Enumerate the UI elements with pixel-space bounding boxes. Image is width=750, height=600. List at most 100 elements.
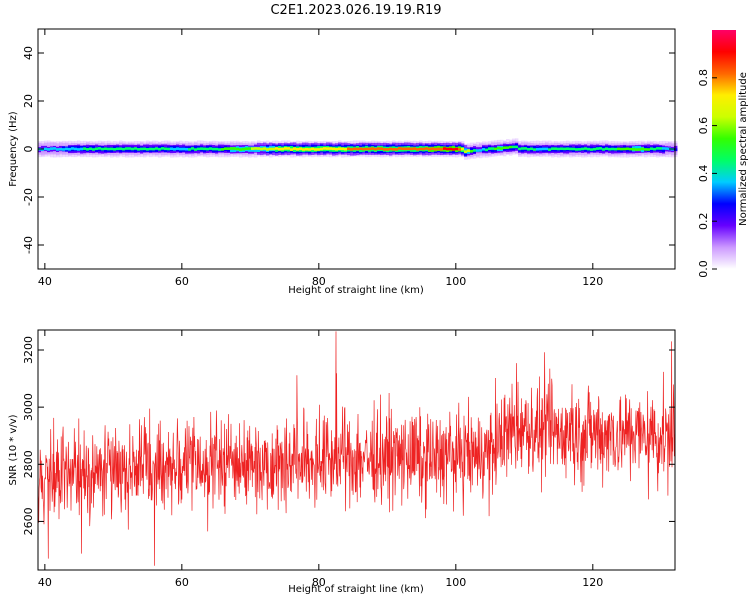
spectrum-cell bbox=[41, 148, 45, 151]
spectrum-cell bbox=[206, 147, 210, 151]
spectrum-cell bbox=[248, 147, 252, 150]
spectrum-cell bbox=[368, 147, 372, 151]
spectrum-cell bbox=[497, 146, 501, 150]
spectrogram-x-axis-label: Height of straight line (km) bbox=[288, 285, 424, 296]
snr-y-axis-label: SNR (10 * v/v) bbox=[8, 414, 19, 485]
spectrum-cell bbox=[209, 147, 213, 150]
spectrum-cell bbox=[506, 146, 510, 149]
y-tick-label: 20 bbox=[22, 94, 35, 108]
spectrum-cell bbox=[176, 147, 180, 150]
spectrum-cell bbox=[89, 147, 93, 151]
spectrum-cell bbox=[86, 148, 90, 151]
spectrum-cell bbox=[593, 147, 597, 151]
x-tick-label: 120 bbox=[582, 275, 603, 288]
spectrum-cell bbox=[161, 147, 165, 150]
spectrum-cell bbox=[461, 147, 465, 151]
x-tick-label: 40 bbox=[38, 576, 52, 589]
spectrum-cell bbox=[608, 147, 612, 151]
y-tick-label: 3000 bbox=[22, 393, 35, 421]
spectrum-cell bbox=[635, 148, 639, 151]
spectrum-cell bbox=[659, 147, 663, 150]
spectrum-cell bbox=[107, 147, 111, 151]
spectrum-cell bbox=[53, 147, 57, 150]
spectrum-cell bbox=[662, 147, 666, 150]
spectrum-cell bbox=[476, 149, 480, 152]
spectrum-cell bbox=[65, 147, 69, 151]
spectrum-cell bbox=[482, 147, 486, 151]
colorbar-tick-label: 0.4 bbox=[697, 165, 710, 183]
spectrum-cell bbox=[440, 147, 444, 151]
y-tick-label: 2800 bbox=[22, 450, 35, 478]
spectrum-cell bbox=[134, 147, 138, 150]
spectrum-cell bbox=[467, 149, 471, 152]
y-tick-label: -20 bbox=[22, 188, 35, 206]
spectrum-cell bbox=[80, 147, 84, 151]
spectrum-cell bbox=[251, 147, 255, 150]
spectrum-cell bbox=[581, 147, 585, 151]
spectrum-cell bbox=[509, 145, 513, 149]
spectrum-cell bbox=[269, 147, 273, 151]
spectrum-cell bbox=[656, 147, 660, 150]
spectrum-cell bbox=[419, 147, 423, 151]
colorbar-tick-label: 0.2 bbox=[697, 212, 710, 230]
figure-title: C2E1.2023.026.19.19.R19 bbox=[270, 3, 441, 18]
spectrum-cell bbox=[353, 147, 357, 151]
spectrum-cell bbox=[665, 147, 669, 150]
spectrum-cell bbox=[326, 147, 330, 150]
spectrum-cell bbox=[647, 148, 651, 151]
x-tick-label: 80 bbox=[312, 576, 326, 589]
spectrum-cell bbox=[164, 147, 168, 151]
spectrum-cell bbox=[563, 147, 567, 151]
snr-x-axis-label: Height of straight line (km) bbox=[288, 584, 424, 595]
spectrum-cell bbox=[422, 147, 426, 151]
spectrum-cell bbox=[518, 147, 522, 151]
spectrum-cell bbox=[290, 148, 294, 151]
spectrum-cell bbox=[191, 147, 195, 150]
spectrum-cell bbox=[203, 147, 207, 151]
spectrum-cell bbox=[215, 147, 219, 151]
spectrum-cell bbox=[560, 147, 564, 150]
spectrum-cell bbox=[296, 148, 300, 151]
spectrum-cell bbox=[152, 147, 156, 151]
spectrum-cell bbox=[488, 147, 492, 150]
spectrum-cell bbox=[116, 147, 120, 151]
spectrogram-y-ticks: -40 -20 0 20 40 bbox=[22, 46, 675, 254]
spectrum-cell bbox=[329, 147, 333, 150]
spectrum-cell bbox=[587, 147, 591, 151]
spectrum-cell bbox=[611, 147, 615, 151]
spectrum-cell bbox=[401, 147, 405, 151]
spectrum-cell bbox=[464, 150, 468, 153]
y-tick-label: 2600 bbox=[22, 507, 35, 535]
spectrum-cell bbox=[494, 147, 498, 151]
spectrum-cell bbox=[374, 147, 378, 151]
spectrogram-panel: 40 60 80 100 120 -40 -20 0 20 40 Height of strai… bbox=[8, 28, 678, 296]
spectrum-cell bbox=[356, 147, 360, 151]
colorbar-tick-label: 0.6 bbox=[697, 117, 710, 135]
spectrum-cell bbox=[473, 149, 477, 152]
spectrum-cell bbox=[599, 147, 603, 150]
spectrum-cell bbox=[146, 148, 150, 151]
spectrum-cell bbox=[332, 147, 336, 151]
x-tick-label: 60 bbox=[175, 576, 189, 589]
snr-x-ticks: 40 60 80 100 120 bbox=[38, 330, 603, 589]
spectrum-cell bbox=[521, 147, 525, 150]
spectrum-cell bbox=[260, 147, 264, 151]
spectrum-cell bbox=[362, 147, 366, 151]
spectrum-cell bbox=[533, 148, 537, 151]
spectrum-cell bbox=[128, 147, 132, 150]
spectrum-cell bbox=[254, 147, 258, 150]
spectrum-cell bbox=[605, 147, 609, 150]
x-tick-label: 60 bbox=[175, 275, 189, 288]
spectrum-cell bbox=[341, 147, 345, 151]
spectrum-cell bbox=[404, 147, 408, 151]
spectrum-cell bbox=[416, 148, 420, 151]
spectrum-cell bbox=[278, 147, 282, 151]
spectrum-cell bbox=[572, 147, 576, 151]
spectrum-cell bbox=[44, 147, 48, 151]
spectrum-cell bbox=[71, 147, 75, 150]
spectrum-cell bbox=[149, 147, 153, 151]
spectrum-cell bbox=[437, 147, 441, 151]
spectrum-cell bbox=[305, 147, 309, 151]
x-tick-label: 120 bbox=[582, 576, 603, 589]
spectrum-cell bbox=[434, 147, 438, 151]
